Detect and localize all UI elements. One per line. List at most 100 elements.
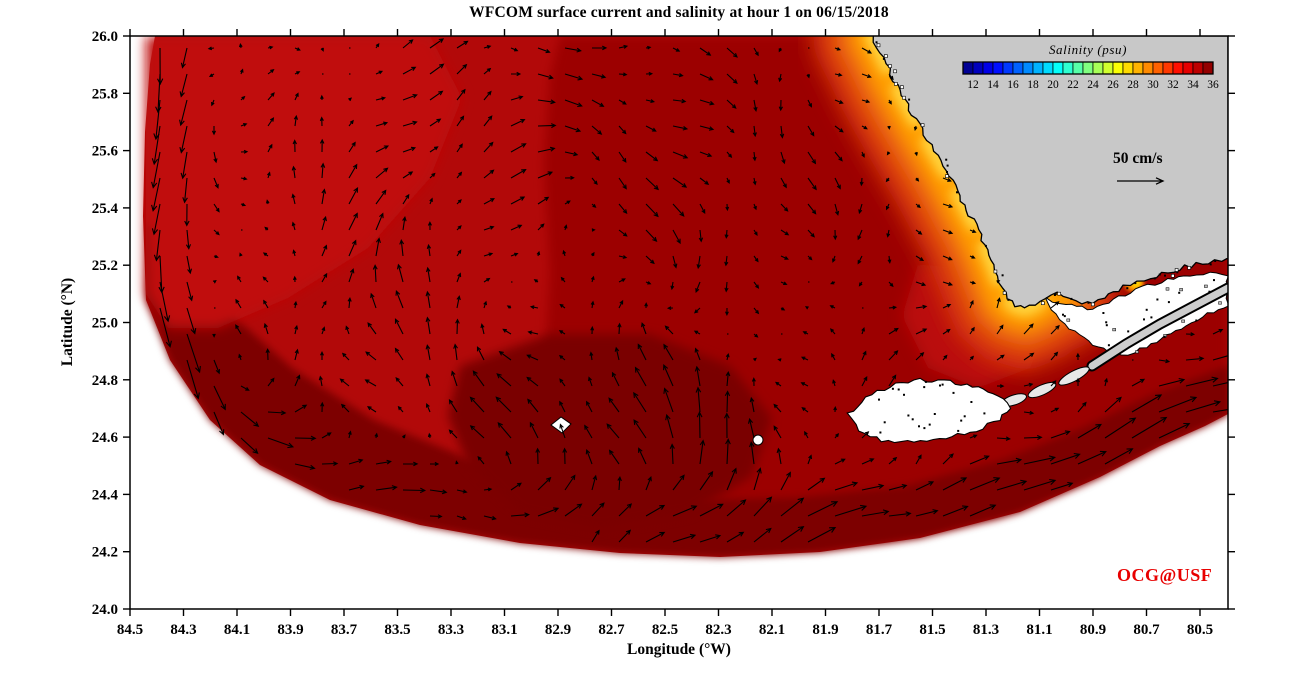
current-arrow (564, 73, 584, 81)
current-arrow (564, 99, 583, 108)
current-arrow (618, 151, 627, 163)
current-arrow (698, 229, 704, 243)
colorbar-tick-label: 18 (1027, 79, 1039, 91)
current-arrow (807, 125, 815, 137)
current-arrow (396, 263, 404, 283)
current-arrow (294, 324, 299, 335)
current-arrow (858, 203, 863, 215)
y-tick-label: 25.2 (92, 258, 118, 274)
current-arrow (1023, 434, 1043, 440)
current-arrow (372, 264, 378, 283)
current-arrow (427, 432, 432, 439)
colorbar-tick-label: 28 (1127, 79, 1139, 91)
current-arrow (267, 377, 275, 387)
current-arrow (1158, 359, 1171, 364)
current-arrow (833, 405, 838, 413)
coast-islet (984, 244, 987, 247)
current-arrow (753, 496, 773, 517)
current-arrow (456, 272, 462, 283)
current-arrow (1212, 409, 1228, 413)
current-arrow (537, 171, 554, 179)
current-arrow (294, 463, 316, 470)
current-arrow (777, 358, 782, 362)
current-arrow (563, 224, 568, 231)
x-tick-label: 81.7 (866, 622, 893, 638)
current-arrow (505, 450, 512, 465)
coast-islet (876, 43, 881, 48)
current-arrow (425, 402, 431, 413)
current-arrow (294, 435, 317, 441)
current-arrow (537, 223, 545, 231)
current-arrow (364, 379, 377, 387)
lower-keys-islet (952, 391, 955, 394)
current-arrow (341, 352, 350, 361)
current-arrow (456, 115, 465, 127)
current-arrow (239, 252, 243, 257)
current-arrow (429, 146, 439, 153)
coastal-speckles (875, 41, 1217, 307)
colorbar-cell (1192, 61, 1204, 75)
current-arrow (699, 503, 724, 517)
current-arrow (888, 456, 898, 465)
current-arrow (645, 203, 659, 218)
current-arrow (664, 325, 674, 335)
current-arrow (969, 229, 977, 233)
x-tick-label: 82.9 (545, 622, 571, 638)
current-arrow (151, 177, 161, 212)
current-arrow (644, 302, 649, 309)
current-arrow (292, 275, 297, 283)
bay-islet (1112, 328, 1116, 332)
colorbar-cell (1032, 61, 1044, 75)
current-arrow (663, 363, 674, 387)
current-arrow (857, 229, 863, 241)
current-arrow (645, 476, 652, 491)
lower-keys-islet (883, 421, 886, 424)
current-arrow (159, 307, 172, 348)
current-arrow (861, 47, 873, 54)
current-arrow (502, 328, 512, 335)
quiver-key-label: 50 cm/s (1113, 150, 1163, 167)
current-arrow (1104, 377, 1108, 387)
current-arrow (591, 474, 598, 491)
current-arrow (1050, 430, 1071, 439)
colorbar-tick-label: 26 (1107, 79, 1119, 91)
plume-band (864, 36, 1065, 317)
current-arrow (801, 407, 809, 413)
current-arrow (510, 95, 524, 101)
current-arrow (402, 39, 414, 49)
bay-islet (1178, 291, 1181, 294)
current-arrow (1185, 376, 1219, 387)
current-arrow (240, 95, 246, 101)
current-arrow (775, 381, 782, 387)
current-arrow (395, 290, 404, 309)
current-arrow (694, 365, 701, 387)
current-arrow (699, 203, 706, 214)
current-arrow (942, 505, 969, 517)
current-arrow (320, 351, 324, 360)
current-arrow (591, 203, 597, 208)
current-arrow (672, 255, 678, 269)
bay-islet (1181, 319, 1185, 323)
current-arrow (666, 306, 674, 311)
y-tick-label: 24.0 (92, 602, 118, 618)
current-arrow (564, 47, 582, 53)
current-arrow (829, 305, 836, 309)
current-arrow (699, 151, 713, 158)
current-arrow (429, 514, 443, 519)
current-arrow (211, 126, 216, 136)
lower-keys-islet (928, 423, 931, 426)
current-arrow (319, 116, 324, 127)
current-arrow (1050, 301, 1060, 309)
current-arrow (1076, 377, 1080, 386)
current-arrow (888, 483, 908, 491)
current-arrow (804, 306, 809, 310)
current-arrow (240, 123, 248, 127)
current-arrow (262, 276, 269, 283)
current-arrow (456, 249, 462, 257)
current-arrow (915, 255, 925, 262)
current-arrow (1023, 410, 1035, 415)
current-arrow (179, 99, 188, 127)
current-arrow (448, 399, 458, 413)
current-arrow (1050, 407, 1060, 413)
current-arrow (969, 355, 975, 361)
